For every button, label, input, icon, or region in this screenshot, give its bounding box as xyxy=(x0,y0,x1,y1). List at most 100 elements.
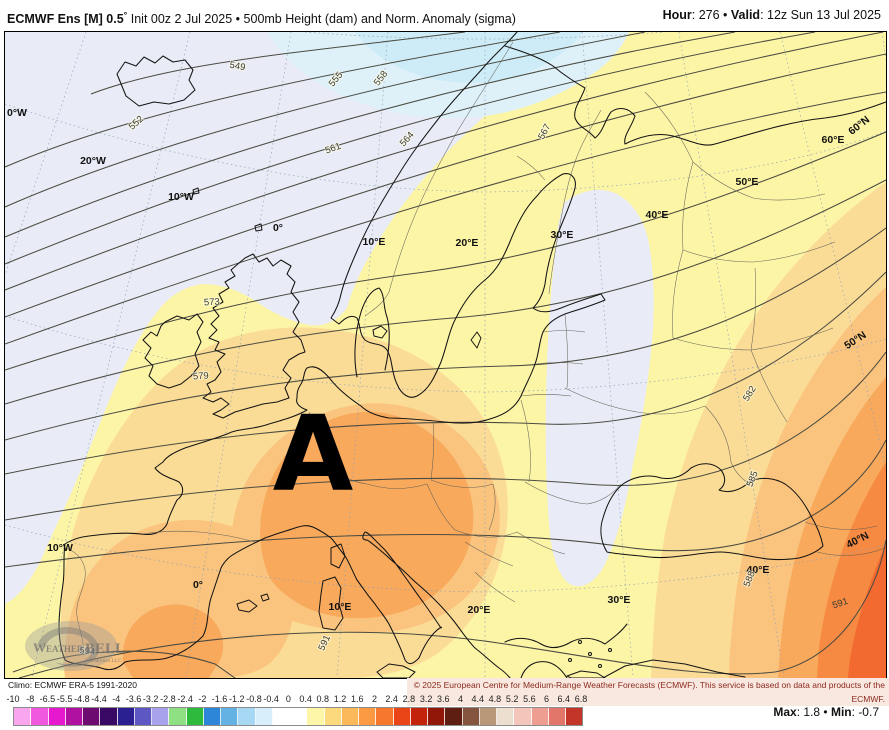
colorbar-tick: -2.4 xyxy=(177,694,193,704)
colorbar-tick: 2.8 xyxy=(402,694,416,704)
colorbar-tick: -2.8 xyxy=(160,694,176,704)
contour-label: 591 xyxy=(831,596,849,611)
min-label: Min xyxy=(830,705,852,719)
arctic-russia-coast xyxy=(504,45,886,146)
colorbar-tick: -3.6 xyxy=(125,694,142,704)
borders-layer xyxy=(64,41,886,655)
geo-label: 40°E xyxy=(646,209,669,221)
colorbar-tick: 0 xyxy=(285,694,291,704)
peloponnese-coast xyxy=(520,661,568,678)
aegean-north-coast xyxy=(504,623,628,649)
hour-label: Hour xyxy=(662,8,692,22)
max-min-readout: Max: 1.8 • Min: -0.7 xyxy=(773,705,879,719)
degree-symbol: ° xyxy=(123,10,128,20)
colorbar-segment xyxy=(134,708,152,725)
valid-time: Hour: 276 • Valid: 12z Sun 13 Jul 2025 xyxy=(663,0,881,30)
colorbar-tick: 2 xyxy=(371,694,377,704)
colorbar-segment xyxy=(238,708,256,725)
colorbar-tick: 5.2 xyxy=(505,694,519,704)
black-sea-coast xyxy=(600,463,824,561)
colorbar-tick: 6.8 xyxy=(574,694,588,704)
max-label: Max xyxy=(773,705,797,719)
colorbar-segment xyxy=(359,708,377,725)
colorbar-segment xyxy=(462,708,480,725)
climo-note: Climo: ECMWF ERA-5 1991-2020 xyxy=(8,680,137,690)
colorbar-segment xyxy=(479,708,497,725)
colorbar-tick: 4.8 xyxy=(488,694,502,704)
colorbar-tick: 5.6 xyxy=(523,694,536,704)
islands-layer xyxy=(192,187,612,678)
weatherbell-logo: Weather BELL Analytics LLC xyxy=(25,621,125,671)
colorbar-segment xyxy=(307,708,325,725)
colorbar-tick: 4 xyxy=(457,694,464,704)
colorbar-segment xyxy=(169,708,187,725)
colorbar-ticks: -10 -8 -6.5 -5.5 -4.8 -4.4 -4 -3.6 -3.2 -2.8 -2.4-… xyxy=(0,694,700,705)
colorbar-tick: 1.2 xyxy=(333,694,347,704)
colorbar-tick: 2.4 xyxy=(385,694,398,704)
colorbar-segment xyxy=(272,708,290,725)
colorbar-tick: -8 xyxy=(26,694,35,704)
colorbar-tick: 4.4 xyxy=(471,694,484,704)
anomaly-fill-layer xyxy=(5,32,886,678)
header: ECMWF Ens [M] 0.5° Init 00z 2 Jul 2025 •… xyxy=(0,0,889,30)
colorbar-tick: 3.6 xyxy=(437,694,450,704)
colorbar-segment xyxy=(376,708,394,725)
geo-label: 60°E xyxy=(822,134,845,146)
colorbar-segment xyxy=(514,708,532,725)
colorbar-legend: -10 -8 -6.5 -5.5 -4.8 -4.4 -4 -3.6 -3.2 -2.8 -2.4-… xyxy=(0,692,889,730)
colorbar-segment xyxy=(445,708,463,725)
map-title: ECMWF Ens [M] 0.5° Init 00z 2 Jul 2025 •… xyxy=(7,0,516,30)
colorbar-segment xyxy=(83,708,101,725)
contour-label: 579 xyxy=(193,370,210,382)
contours-layer xyxy=(5,32,886,678)
geo-label: 40°E xyxy=(747,564,770,576)
sep: : xyxy=(691,8,699,22)
geo-label: 30°E xyxy=(551,229,574,241)
colorbar-segment xyxy=(393,708,411,725)
geo-label: 10°E xyxy=(329,601,352,613)
ireland-coast xyxy=(142,313,204,389)
min-value: -0.7 xyxy=(858,705,879,719)
geo-label: 50°E xyxy=(736,176,759,188)
great-britain-coast xyxy=(202,253,306,419)
model-name: ECMWF Ens [M] 0.5 xyxy=(7,12,124,27)
colorbar-tick: -4.4 xyxy=(91,694,107,704)
colorbar-tick: -4.8 xyxy=(74,694,90,704)
colorbar-segment xyxy=(566,708,583,725)
colorbar-tick: -0.4 xyxy=(263,694,279,704)
colorbar-tick: -6.5 xyxy=(39,694,56,704)
colorbar-segment xyxy=(531,708,549,725)
geo-label: 20°E xyxy=(456,237,479,249)
logo-text-weather: Weather xyxy=(33,640,84,655)
logo-text-bell: BELL xyxy=(85,641,125,657)
valid-label: Valid xyxy=(730,8,761,22)
colorbar-tick: -1.6 xyxy=(211,694,228,704)
logo-swirl-arm xyxy=(37,626,99,667)
geo-label: 0°W xyxy=(7,107,27,119)
colorbar-segment xyxy=(31,708,49,725)
colorbar-segment xyxy=(497,708,515,725)
colorbar-tick: -0.8 xyxy=(246,694,262,704)
logo-text-sub: Analytics LLC xyxy=(89,658,122,664)
geo-label: 10°W xyxy=(168,191,194,203)
colorbar-tick: -4 xyxy=(112,694,121,704)
colorbar-segment xyxy=(14,708,32,725)
geo-label: 20°W xyxy=(80,155,106,167)
contour-label: 549 xyxy=(229,60,247,74)
colorbar-segment xyxy=(203,708,221,725)
anatolia-south-coast xyxy=(602,659,746,678)
colorbar-tick: -1.2 xyxy=(228,694,245,704)
colorbar-segment xyxy=(428,708,446,725)
graticule-layer xyxy=(5,32,886,678)
colorbar-segment xyxy=(548,708,566,725)
colorbar-tick: 6.4 xyxy=(557,694,571,704)
valid-value: 12z Sun 13 Jul 2025 xyxy=(767,8,881,22)
high-center-marker: A xyxy=(273,393,354,515)
geo-label: 0° xyxy=(193,579,203,591)
hour-value: 276 xyxy=(698,8,720,22)
colorbar-tick: 6 xyxy=(544,694,550,704)
colorbar-tick: -2 xyxy=(198,694,207,704)
europe-mainland-coast xyxy=(58,32,606,678)
map-canvas: 0°W20°W10°W0°10°E 20°E30°E40°E50°E60°E60°… xyxy=(5,32,886,678)
geo-label: 0° xyxy=(273,222,283,234)
